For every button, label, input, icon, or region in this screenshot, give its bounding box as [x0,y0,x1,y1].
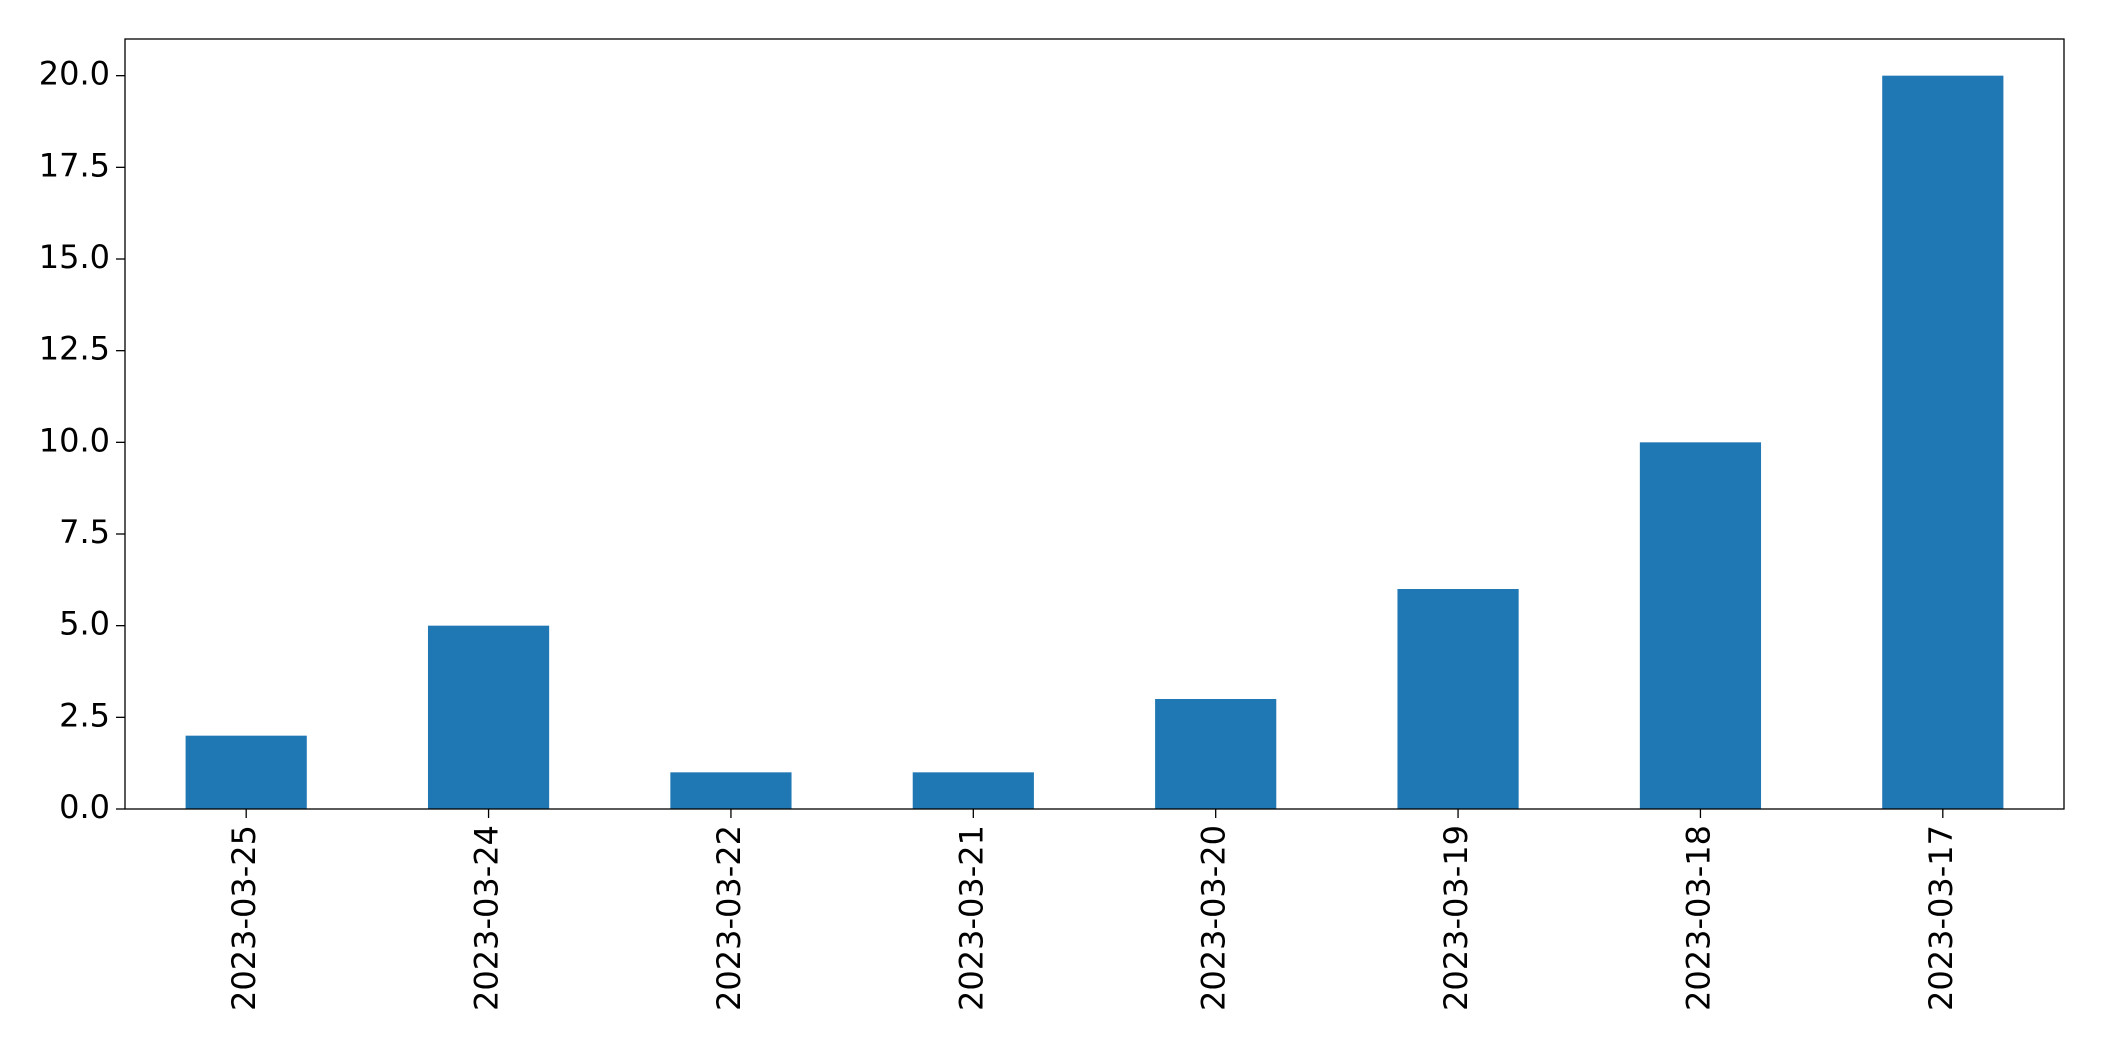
y-tick-label: 0.0 [59,788,110,826]
bar [1882,75,2004,809]
bar [427,625,550,809]
x-tick-label: 2023-03-22 [710,825,748,1011]
x-tick-label: 2023-03-25 [225,825,263,1011]
y-tick-label: 12.5 [39,330,110,368]
bar [670,772,792,809]
plot-frame [124,38,2065,810]
y-tick-label: 15.0 [39,238,110,276]
bar [1397,589,1519,809]
bar [912,772,1034,809]
y-tick-label: 7.5 [59,513,110,551]
bar [1639,442,1762,809]
y-tick-label: 20.0 [39,55,110,93]
x-tick-label: 2023-03-24 [468,825,506,1011]
x-tick-label: 2023-03-18 [1679,825,1717,1011]
y-tick-label: 17.5 [39,146,110,184]
bar [185,735,307,809]
x-tick-label: 2023-03-21 [952,825,990,1011]
y-tick-label: 10.0 [39,421,110,459]
y-tick-label: 5.0 [59,605,110,643]
x-tick-label: 2023-03-19 [1437,825,1475,1011]
x-tick-label: 2023-03-20 [1195,825,1233,1011]
y-tick-label: 2.5 [59,696,110,734]
x-tick-label: 2023-03-17 [1922,825,1960,1011]
bar [1155,699,1277,809]
